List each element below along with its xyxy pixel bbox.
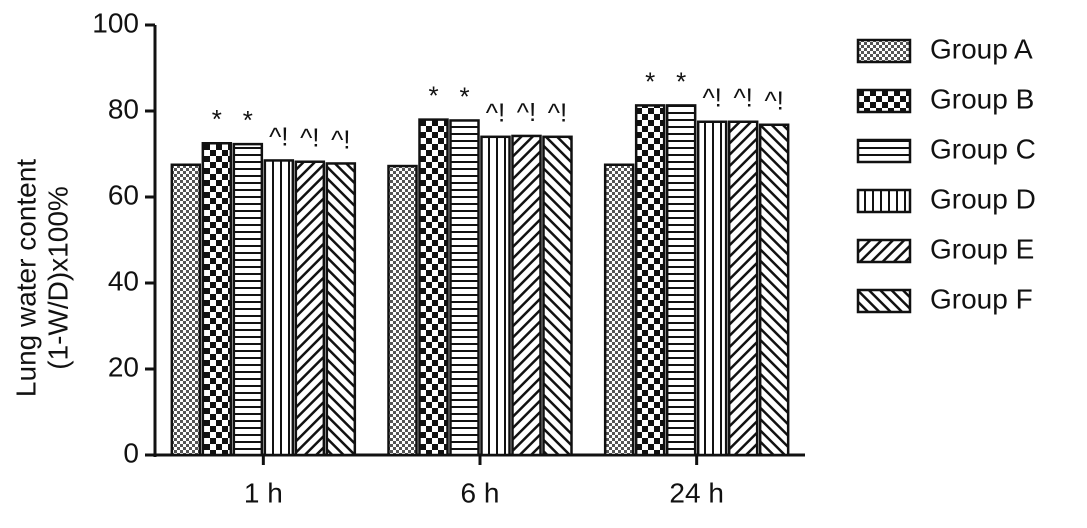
annotation: * <box>428 80 438 110</box>
annotation: ^! <box>486 98 505 128</box>
legend-swatch <box>856 38 912 64</box>
legend-label: Group F <box>930 283 1033 314</box>
y-tick-label: 100 <box>92 7 139 38</box>
annotation: ^! <box>269 121 288 151</box>
bar <box>263 159 295 457</box>
bar <box>696 120 728 457</box>
annotation: ^! <box>300 123 319 153</box>
legend-swatch <box>856 288 912 314</box>
bar <box>511 134 542 457</box>
x-tick-label: 6 h <box>461 477 500 508</box>
y-tick-label: 80 <box>108 93 139 124</box>
x-tick-label: 24 h <box>669 477 724 508</box>
annotation: ^! <box>764 86 783 116</box>
legend-label: Group B <box>930 83 1034 114</box>
legend-label: Group A <box>930 33 1033 64</box>
bar <box>542 135 573 457</box>
y-tick-label: 40 <box>108 265 139 296</box>
annotation: ^! <box>331 124 350 154</box>
bar <box>758 123 790 457</box>
bar <box>170 163 202 457</box>
bar <box>201 142 233 457</box>
bar <box>480 135 511 457</box>
y-tick-label: 60 <box>108 179 139 210</box>
bar <box>727 120 759 457</box>
bar <box>603 163 635 457</box>
annotation: ^! <box>517 97 536 127</box>
y-axis-title: Lung water content (1-W/D)x100% <box>10 159 73 397</box>
y-axis-title-line: Lung water content <box>10 159 41 397</box>
bar <box>634 104 666 457</box>
bar <box>387 164 418 457</box>
y-axis-title-line: (1-W/D)x100% <box>42 186 73 370</box>
annotation: ^! <box>548 98 567 128</box>
annotation: ^! <box>702 83 721 113</box>
annotation: ^! <box>733 83 752 113</box>
annotation: * <box>212 104 222 134</box>
bar <box>665 104 697 457</box>
legend-swatch <box>856 188 912 214</box>
bar <box>418 118 449 457</box>
legend-label: Group E <box>930 233 1034 264</box>
annotation: * <box>676 66 686 96</box>
y-tick-label: 20 <box>108 351 139 382</box>
annotation: * <box>645 66 655 96</box>
bar <box>325 162 357 457</box>
annotation: * <box>459 81 469 111</box>
bar <box>449 119 480 457</box>
legend-swatch <box>856 138 912 164</box>
y-tick-label: 0 <box>123 437 139 468</box>
bar <box>232 142 264 457</box>
legend-label: Group D <box>930 183 1036 214</box>
legend-label: Group C <box>930 133 1036 164</box>
x-tick-label: 1 h <box>244 477 283 508</box>
annotation: * <box>243 105 253 135</box>
legend-swatch <box>856 88 912 114</box>
legend-swatch <box>856 238 912 264</box>
bar <box>294 160 326 457</box>
